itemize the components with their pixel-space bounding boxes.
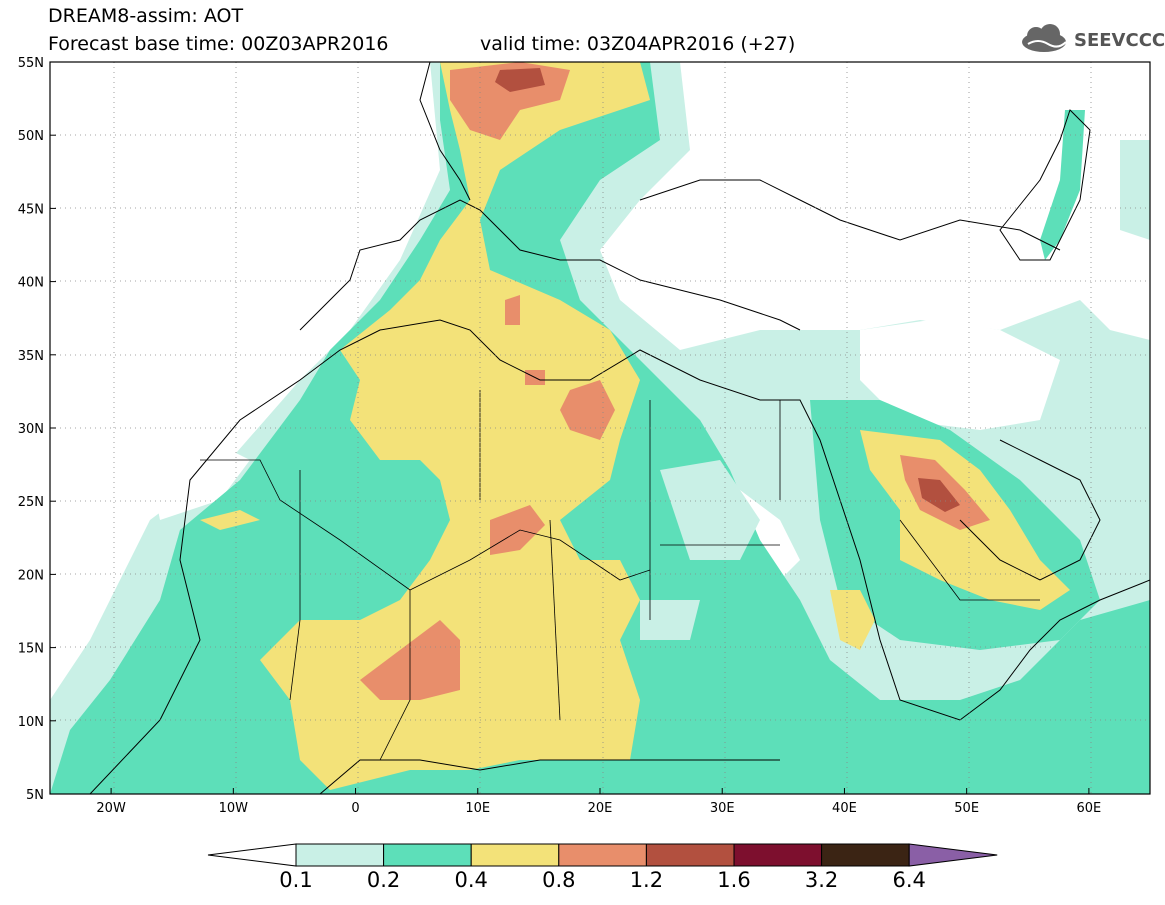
- colorbar-label: 0.8: [542, 868, 576, 892]
- lon-tick-label: 30E: [710, 801, 735, 816]
- lon-tick-label: 20W: [96, 801, 126, 816]
- lon-tick-label: 60E: [1077, 801, 1102, 816]
- aot-hole: [860, 320, 1060, 430]
- colorbar-above-triangle: [908, 843, 998, 867]
- chart-title: DREAM8-assim: AOT: [48, 5, 244, 27]
- lon-axis: 20W 10W 0 10E 20E 30E 40E 50E 60E: [96, 788, 1101, 816]
- aot-band-0.1-east: [1120, 140, 1150, 240]
- colorbar-box: [383, 843, 472, 867]
- colorbar-box: [470, 843, 560, 867]
- lat-tick-label: 15N: [18, 642, 44, 657]
- colorbar-label: 0.2: [366, 868, 401, 892]
- lat-tick-label: 10N: [18, 715, 44, 730]
- aot-band-0.4-red-sea: [830, 590, 875, 650]
- lon-tick-label: 20E: [588, 801, 613, 816]
- colorbar: [207, 843, 998, 867]
- aot-hole-light: [640, 600, 700, 640]
- lat-tick-label: 20N: [18, 568, 44, 583]
- coastlines: [89, 62, 1150, 794]
- colorbar-box: [645, 843, 735, 867]
- colorbar-box: [295, 843, 385, 867]
- aot-band-0.4: [260, 62, 650, 790]
- lat-tick-label: 35N: [18, 349, 44, 364]
- lon-tick-label: 10E: [465, 801, 490, 816]
- colorbar-label: 6.4: [892, 868, 926, 892]
- colorbar-box: [733, 843, 823, 867]
- graticule: [50, 62, 1150, 794]
- aot-band-0.8-italy: [505, 295, 520, 325]
- aot-band-0.8-chad: [490, 505, 545, 555]
- borders: [200, 390, 1040, 761]
- colorbar-label: 3.2: [804, 868, 839, 892]
- lon-tick-label: 0: [351, 801, 359, 816]
- lon-tick-label: 10W: [219, 801, 249, 816]
- lat-tick-label: 40N: [18, 276, 44, 291]
- colorbar-box: [821, 843, 910, 867]
- lat-tick-label: 30N: [18, 422, 44, 437]
- aot-hole-light: [660, 460, 760, 560]
- colorbar-label: 1.6: [717, 868, 751, 892]
- lat-tick-label: 5N: [26, 788, 44, 803]
- colorbar-label: 0.4: [454, 868, 488, 892]
- aot-band-1.2-north: [495, 68, 545, 92]
- lat-tick-label: 25N: [18, 495, 44, 510]
- logo-text: SEEVCCC: [1074, 30, 1165, 51]
- colorbar-box: [558, 843, 647, 867]
- logo: SEEVCCC: [1018, 24, 1165, 56]
- aot-band-0.8-libya: [560, 380, 615, 440]
- colorbar-label: 0.1: [279, 868, 313, 892]
- aot-band-1.2-arabia: [918, 478, 960, 512]
- lon-tick-label: 40E: [832, 801, 857, 816]
- lat-tick-label: 45N: [18, 202, 44, 217]
- lat-tick-label: 50N: [18, 129, 44, 144]
- lat-axis: 55N 50N 45N 40N 35N 30N 25N 20N 15N 10N 5N: [18, 56, 56, 803]
- cloud-icon: [1022, 24, 1067, 52]
- lat-tick-label: 55N: [18, 56, 44, 71]
- aot-band-0.4-west: [200, 510, 260, 530]
- valid-time-label: valid time: 03Z04APR2016 (+27): [480, 33, 796, 55]
- aot-band-0.2-caspian: [1040, 110, 1085, 260]
- colorbar-below-triangle: [207, 843, 297, 867]
- colorbar-label: 1.2: [629, 868, 664, 892]
- lon-tick-label: 50E: [954, 801, 979, 816]
- base-time-label: Forecast base time: 00Z03APR2016: [48, 33, 389, 55]
